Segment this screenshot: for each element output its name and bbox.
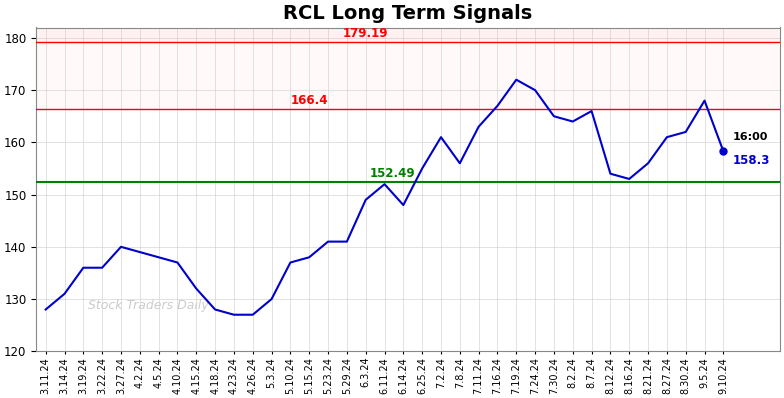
Text: 152.49: 152.49: [369, 166, 415, 179]
Text: 158.3: 158.3: [733, 154, 770, 167]
Bar: [36, 27, 780, 42]
Title: RCL Long Term Signals: RCL Long Term Signals: [284, 4, 532, 23]
Bar: [36, 42, 780, 109]
Text: 179.19: 179.19: [343, 27, 388, 40]
Text: 16:00: 16:00: [733, 132, 768, 142]
Text: 166.4: 166.4: [290, 94, 328, 107]
Text: Stock Traders Daily: Stock Traders Daily: [89, 299, 209, 312]
